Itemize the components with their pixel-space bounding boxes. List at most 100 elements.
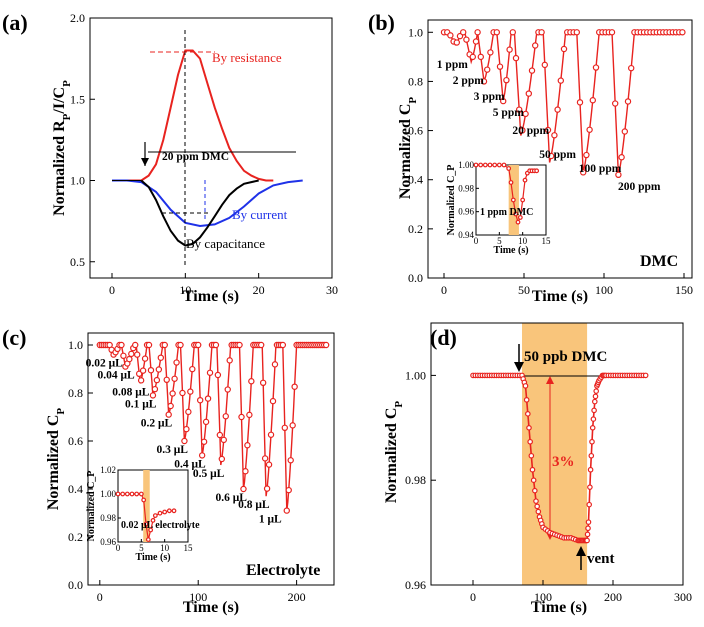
panel-d-point bbox=[523, 397, 530, 403]
panel-c-frame bbox=[87, 332, 335, 586]
panel-c-ylabel: Normalized CP bbox=[45, 408, 67, 511]
panel-b-inset-xlabel: Time (s) bbox=[493, 245, 528, 256]
panel-d-point bbox=[528, 452, 535, 459]
panel-c-point bbox=[204, 395, 212, 402]
panel-c-point bbox=[248, 378, 255, 385]
panel-b-point bbox=[453, 39, 460, 46]
panel-b-inset-ytick-label: 0.94 bbox=[458, 230, 474, 240]
panel-b-point bbox=[460, 29, 467, 36]
panel-b-point bbox=[608, 29, 616, 36]
panel-b-point bbox=[525, 90, 533, 97]
panel-b-point bbox=[474, 29, 481, 36]
panel-b-inset-xtick-label: 15 bbox=[542, 236, 552, 246]
panel-b-inset-point bbox=[508, 180, 514, 185]
panel-c-point bbox=[261, 455, 269, 462]
panel-c-point bbox=[167, 402, 174, 410]
panel-b-point bbox=[589, 97, 597, 104]
panel-b-point bbox=[496, 63, 504, 70]
panel-c-point bbox=[137, 377, 145, 384]
panel-b-label-conc: 100 ppm bbox=[579, 163, 622, 175]
panel-d-point bbox=[593, 388, 600, 394]
panel-c-point bbox=[169, 390, 176, 397]
panel-c-inset-xlabel: Time (s) bbox=[135, 552, 170, 563]
panel-b-point bbox=[493, 29, 500, 36]
panel-d-point bbox=[522, 383, 529, 389]
panel-c-point bbox=[244, 442, 251, 449]
panel-c-point bbox=[155, 366, 163, 373]
panel-c-point bbox=[218, 455, 226, 463]
panel-d-point bbox=[587, 466, 594, 473]
panel-c-label-volume: 0.02 μL bbox=[86, 358, 124, 370]
panel-d-point bbox=[592, 393, 599, 400]
panel-b-inset-point bbox=[482, 162, 488, 168]
panel-c-point bbox=[265, 461, 273, 468]
panel-b-inset-point bbox=[506, 166, 512, 171]
panel-c-point bbox=[238, 413, 245, 421]
panel-b-ylabel: Normalized CP bbox=[397, 97, 419, 200]
panel-c-inset-ytick-label: 1.02 bbox=[100, 465, 116, 475]
panel-a-label-dmc: 20 ppm DMC bbox=[162, 151, 229, 163]
panel-b-point bbox=[503, 76, 510, 84]
panel-c-point bbox=[141, 355, 149, 362]
panel-b-point bbox=[500, 97, 507, 105]
panel-c-inset-point bbox=[141, 497, 147, 503]
panel-c-point bbox=[187, 388, 194, 395]
panel-d-point bbox=[589, 438, 595, 445]
panel-b-inset-point bbox=[522, 177, 528, 183]
panel-b-point bbox=[557, 77, 565, 84]
panel-b-xtick-label: 150 bbox=[675, 283, 693, 297]
panel-c-label-volume: 0.08 μL bbox=[112, 386, 150, 398]
panel-c-inset-ytick-label: 0.96 bbox=[100, 537, 116, 547]
panel-b-point bbox=[628, 64, 635, 72]
panel-b-point bbox=[583, 151, 590, 159]
panel-c-point bbox=[285, 486, 292, 494]
panel-b-point bbox=[472, 38, 480, 45]
panel-c-inset-point bbox=[171, 508, 177, 514]
panel-d-frame bbox=[430, 322, 684, 586]
panel-c-label-volume: 0.2 μL bbox=[141, 418, 173, 430]
panel-d-xtick-label: 300 bbox=[674, 590, 692, 604]
panel-a-xtick-label: 10 bbox=[179, 283, 191, 297]
panel-c-letter: (c) bbox=[2, 325, 26, 350]
panel-c-label-volume: 0.8 μL bbox=[238, 499, 270, 511]
panel-b-point bbox=[538, 29, 545, 36]
panel-c-point bbox=[283, 507, 290, 514]
panel-b-point bbox=[618, 154, 625, 161]
panel-d-letter: (d) bbox=[430, 325, 457, 350]
panel-c-inset-point bbox=[129, 491, 135, 497]
panel-a-ytick-label: 1.0 bbox=[70, 174, 85, 188]
panel-b-label-conc: 5 ppm bbox=[493, 107, 524, 119]
panel-c-label-volume: 0.6 μL bbox=[216, 492, 248, 504]
panel-c-point bbox=[224, 386, 231, 393]
panel-b-point bbox=[447, 32, 454, 39]
panel-d-point bbox=[527, 438, 533, 445]
panel-b-point bbox=[554, 106, 561, 113]
panel-a-letter: (a) bbox=[2, 10, 28, 35]
panel-c-point bbox=[214, 371, 222, 379]
panel-c-point bbox=[242, 468, 249, 475]
panel-d: (d) 0 100 200 300 0.96 0.98 1.00 50 ppb DMC 3%… bbox=[383, 322, 692, 616]
panel-c-point bbox=[128, 350, 135, 358]
panel-b-point bbox=[532, 42, 539, 49]
panel-b-ytick-label: 1.0 bbox=[408, 25, 423, 39]
panel-c-point bbox=[132, 341, 139, 349]
panel-b-inset-ytick-label: 0.96 bbox=[458, 207, 474, 217]
panel-d-ylabel: Normalized CP bbox=[383, 401, 405, 504]
panel-b-inset-point bbox=[534, 168, 540, 174]
panel-c-point bbox=[163, 376, 170, 383]
panel-c-point bbox=[120, 352, 127, 359]
panel-b-inset-point bbox=[496, 162, 502, 168]
panel-b-point bbox=[679, 29, 686, 36]
panel-b-inset-point bbox=[487, 162, 493, 168]
panel-b-point bbox=[548, 152, 555, 160]
panel-c-point bbox=[198, 452, 206, 459]
panel-c-point bbox=[287, 457, 294, 464]
panel-c-ytick-label: 0.8 bbox=[68, 386, 83, 400]
panel-c-label-volume: 1 μL bbox=[259, 514, 282, 526]
panel-c-point bbox=[226, 357, 233, 364]
panel-b-point bbox=[551, 132, 558, 139]
panel-b-inset-point bbox=[510, 197, 516, 203]
panel-b-point bbox=[576, 99, 584, 106]
panel-b-inset-point bbox=[520, 197, 526, 203]
